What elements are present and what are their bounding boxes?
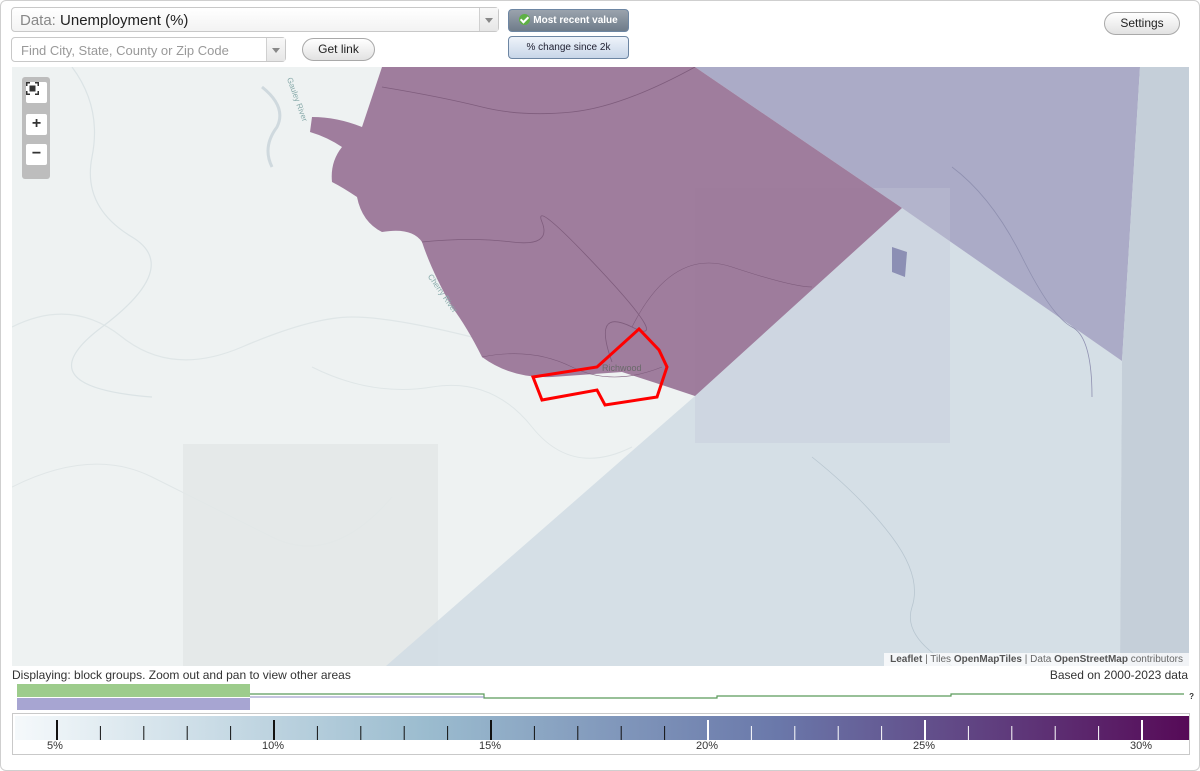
map-canvas (12, 67, 1189, 666)
histogram-bar-purple (17, 698, 250, 710)
display-status: Displaying: block groups. Zoom out and p… (12, 668, 351, 682)
zoom-in-button[interactable]: + (26, 114, 47, 135)
fullscreen-button[interactable] (26, 82, 47, 103)
legend-tick-10: 10% (262, 740, 285, 752)
most-recent-value-toggle[interactable]: Most recent value (508, 9, 629, 32)
zoom-out-button[interactable]: − (26, 144, 47, 165)
get-link-button[interactable]: Get link (302, 38, 375, 61)
chevron-down-icon[interactable] (479, 8, 498, 31)
openmaptiles-link[interactable]: OpenMapTiles (953, 654, 1022, 665)
most-recent-label: Most recent value (533, 15, 618, 26)
attribution-separator: | Tiles (922, 654, 954, 665)
time-histogram[interactable] (17, 684, 1189, 712)
map-view[interactable]: Gauley River Cherry River Richwood + − L… (12, 67, 1189, 666)
data-select-prefix: Data: (20, 12, 56, 29)
attribution-contributors: contributors (1127, 654, 1183, 665)
data-range-note: Based on 2000-2023 data (1049, 668, 1188, 682)
data-select-value: Unemployment (%) (60, 12, 189, 29)
legend-tick-20: 20% (696, 740, 719, 752)
location-search-placeholder: Find City, State, County or Zip Code (21, 43, 229, 58)
location-search-input[interactable]: Find City, State, County or Zip Code (11, 37, 286, 62)
zoom-controls: + − (22, 77, 50, 179)
legend-tick-15: 15% (479, 740, 502, 752)
legend-tick-5: 5% (47, 740, 63, 752)
legend-gradient-bar (15, 716, 1189, 740)
legend-tick-30: 30% (1130, 740, 1153, 752)
color-legend: 5% 10% 15% 20% 25% 30% (12, 713, 1190, 755)
map-attribution: Leaflet | Tiles OpenMapTiles | Data Open… (884, 653, 1189, 666)
openstreetmap-link[interactable]: OpenStreetMap (1054, 654, 1128, 665)
leaflet-link[interactable]: Leaflet (890, 654, 923, 665)
chevron-down-icon[interactable] (266, 38, 285, 61)
percent-change-toggle[interactable]: % change since 2k (508, 36, 629, 59)
histogram-bar-green (17, 684, 250, 697)
histogram-help-icon[interactable]: ? (1189, 692, 1194, 701)
data-select[interactable]: Data: Unemployment (%) (11, 7, 499, 32)
check-icon (519, 14, 531, 25)
legend-tick-25: 25% (913, 740, 936, 752)
settings-button[interactable]: Settings (1104, 12, 1180, 35)
attribution-separator: | Data (1022, 654, 1055, 665)
fullscreen-icon (26, 82, 39, 95)
place-label-richwood: Richwood (602, 363, 642, 373)
